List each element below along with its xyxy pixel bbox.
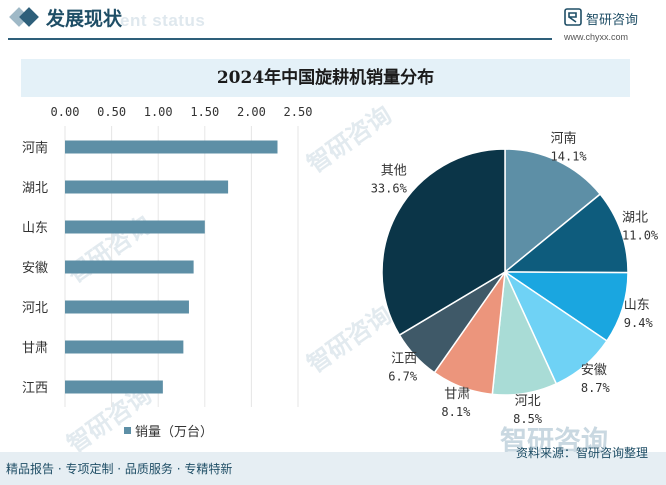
pie-slice-percent: 9.4% — [624, 316, 654, 330]
x-tick-label: 0.50 — [97, 105, 126, 119]
header-ghost-text: ent status — [120, 11, 206, 30]
pie-slice — [502, 193, 629, 274]
brand-url: www.chyxx.com — [564, 32, 629, 42]
section-title: 发展现状 — [46, 8, 123, 30]
footer-watermark: 智研咨询 — [500, 426, 608, 457]
pie-slice — [504, 148, 602, 274]
pie-slice-percent: 8.7% — [581, 381, 611, 395]
bar — [65, 300, 189, 314]
pie-slice-percent: 8.5% — [513, 412, 543, 426]
legend-label: 销量（万台） — [135, 425, 213, 440]
chart-title: 2024年中国旋耕机销量分布 — [216, 68, 435, 88]
bar — [65, 140, 278, 154]
bar-category-label: 河北 — [22, 301, 48, 316]
pie-slice-percent: 14.1% — [551, 149, 588, 163]
bar — [65, 260, 194, 274]
pie-slice-percent: 8.1% — [441, 405, 471, 419]
pie-slice-percent: 11.0% — [622, 229, 659, 243]
pie-slice-percent: 33.6% — [371, 181, 408, 195]
x-tick-label: 2.00 — [237, 105, 266, 119]
bar — [65, 380, 163, 394]
bar — [65, 180, 229, 194]
footer-tagline: 精品报告 · 专项定制 · 品质服务 · 专精特新 — [6, 462, 233, 476]
footer: 精品报告 · 专项定制 · 品质服务 · 专精特新 资料来源：智研咨询整理 — [0, 446, 666, 485]
pie-slice-name: 江西 — [391, 352, 417, 367]
x-tick-label: 1.50 — [190, 105, 219, 119]
bar-category-label: 山东 — [22, 221, 48, 236]
pie-slice-name: 其他 — [381, 163, 407, 178]
bar — [65, 340, 184, 354]
source-note: 资料来源：智研咨询整理 — [515, 446, 648, 460]
brand-name: 智研咨询 — [586, 13, 639, 28]
chart-svg: 0.00 0.50 1.00 1.50 2.00 2.50河南湖北山东安徽河北甘肃江西销量… — [22, 105, 659, 440]
pie-slice-percent: 6.7% — [388, 370, 418, 384]
bar-category-label: 江西 — [22, 381, 48, 396]
pie-slice-name: 甘肃 — [444, 387, 470, 402]
chart-title-band: 2024年中国旋耕机销量分布 — [21, 59, 630, 97]
header-divider — [8, 38, 552, 40]
legend-swatch — [124, 427, 131, 434]
x-tick-label: 0.00 — [51, 105, 80, 119]
pie-slice-name: 安徽 — [581, 363, 607, 378]
bar — [65, 220, 205, 234]
brand-logo-icon — [564, 8, 582, 26]
bar-category-label: 湖北 — [22, 181, 48, 196]
x-tick-label: 1.00 — [144, 105, 173, 119]
pie-slice-name: 山东 — [624, 298, 650, 313]
bar-category-label: 河南 — [22, 140, 48, 156]
pie-slice-name: 河北 — [515, 394, 541, 409]
pie-slice-name: 湖北 — [622, 211, 648, 226]
x-tick-label: 2.50 — [284, 105, 313, 119]
pie-slice-name: 河南 — [551, 130, 577, 146]
bar-category-label: 甘肃 — [22, 341, 48, 356]
bar-category-label: 安徽 — [22, 261, 48, 276]
header: ent status 发展现状 — [0, 0, 666, 36]
pie-slice — [381, 148, 506, 337]
